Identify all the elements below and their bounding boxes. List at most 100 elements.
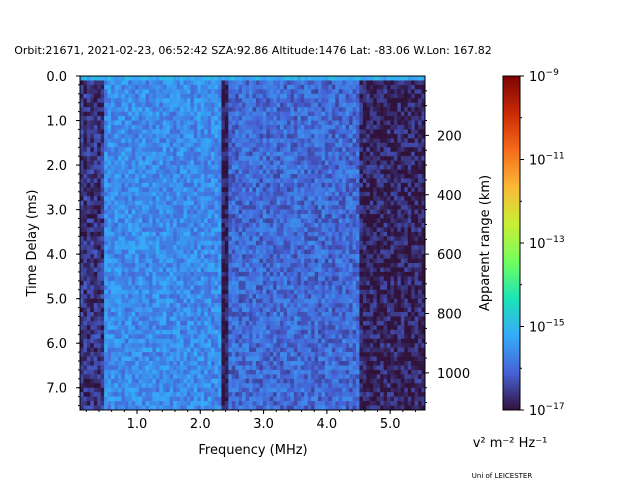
heatmap-cell <box>90 129 95 135</box>
heatmap-cell <box>121 173 126 179</box>
heatmap-cell <box>159 298 164 304</box>
heatmap-cell <box>242 231 246 237</box>
heatmap-cell <box>80 178 84 184</box>
heatmap-cell <box>162 205 167 210</box>
heatmap-cell <box>235 200 239 206</box>
heatmap-cell <box>166 263 170 268</box>
heatmap-cell <box>128 361 133 366</box>
heatmap-cell <box>242 271 246 277</box>
heatmap-cell <box>245 298 250 304</box>
heatmap-cell <box>218 249 222 255</box>
heatmap-cell <box>186 378 191 384</box>
heatmap-cell <box>228 254 233 259</box>
heatmap-cell <box>131 76 136 81</box>
heatmap-cell <box>224 325 229 331</box>
heatmap-cell <box>218 347 222 353</box>
heatmap-cell <box>93 107 98 112</box>
heatmap-cell <box>231 254 236 259</box>
heatmap-cell <box>211 147 215 152</box>
heatmap-cell <box>193 303 198 308</box>
heatmap-cell <box>180 289 184 295</box>
heatmap-cell <box>290 338 295 344</box>
heatmap-cell <box>197 200 202 206</box>
heatmap-cell <box>117 258 122 264</box>
heatmap-cell <box>145 107 150 112</box>
heatmap-cell <box>155 325 160 331</box>
heatmap-cell <box>176 182 181 188</box>
heatmap-cell <box>159 280 164 286</box>
heatmap-cell <box>283 378 288 384</box>
heatmap-cell <box>80 356 84 362</box>
heatmap-cell <box>259 142 264 148</box>
heatmap-cell <box>245 169 250 175</box>
heatmap-cell <box>173 107 177 112</box>
heatmap-cell <box>207 138 212 144</box>
heatmap-cell <box>190 352 195 357</box>
heatmap-cell <box>128 405 133 411</box>
heatmap-cell <box>166 365 170 371</box>
heatmap-cell <box>231 320 236 326</box>
heatmap-cell <box>207 401 212 406</box>
heatmap-cell <box>204 325 208 331</box>
heatmap-cell <box>204 356 208 362</box>
heatmap-cell <box>138 129 143 135</box>
heatmap-cell <box>204 102 208 108</box>
heatmap-cell <box>111 280 115 286</box>
heatmap-cell <box>255 80 260 86</box>
heatmap-cell <box>107 129 112 135</box>
heatmap-cell <box>183 263 188 268</box>
heatmap-cell <box>128 271 133 277</box>
heatmap-cell <box>169 129 174 135</box>
heatmap-cell <box>138 356 143 362</box>
heatmap-cell <box>169 365 174 371</box>
heatmap-cell <box>162 338 167 344</box>
heatmap-cell <box>145 356 150 362</box>
heatmap-cell <box>276 303 281 308</box>
heatmap-cell <box>138 267 143 273</box>
heatmap-cell <box>117 147 122 152</box>
heatmap-cell <box>200 147 205 152</box>
heatmap-cell <box>231 369 236 375</box>
heatmap-cell <box>186 178 191 184</box>
heatmap-cell <box>259 151 264 157</box>
heatmap-cell <box>107 84 112 90</box>
heatmap-cell <box>231 249 236 255</box>
heatmap-cell <box>90 120 95 126</box>
heatmap-cell <box>128 191 133 197</box>
heatmap-cell <box>190 369 195 375</box>
heatmap-cell <box>283 89 288 95</box>
heatmap-cell <box>290 84 295 90</box>
heatmap-cell <box>252 165 257 170</box>
heatmap-cell <box>190 320 195 326</box>
heatmap-cell <box>259 240 264 246</box>
heatmap-cell <box>173 124 177 130</box>
heatmap-cell <box>307 254 312 259</box>
heatmap-cell <box>111 343 115 348</box>
heatmap-cell <box>162 98 167 104</box>
heatmap-cell <box>107 102 112 108</box>
heatmap-cell <box>114 200 119 206</box>
heatmap-cell <box>155 160 160 166</box>
heatmap-cell <box>231 151 236 157</box>
heatmap-cell <box>93 258 98 264</box>
heatmap-cell <box>90 343 95 348</box>
heatmap-cell <box>114 329 119 335</box>
heatmap-cell <box>214 222 219 228</box>
heatmap-cell <box>273 151 277 157</box>
heatmap-cell <box>304 258 308 264</box>
heatmap-cell <box>245 352 250 357</box>
heatmap-cell <box>193 107 198 112</box>
heatmap-cell <box>273 147 277 152</box>
heatmap-cell <box>214 374 219 380</box>
heatmap-cell <box>290 392 295 397</box>
heatmap-cell <box>200 334 205 340</box>
heatmap-cell <box>200 200 205 206</box>
heatmap-cell <box>211 196 215 201</box>
heatmap-cell <box>90 80 95 86</box>
heatmap-cell <box>287 209 291 215</box>
heatmap-cell <box>131 401 136 406</box>
heatmap-cell <box>204 160 208 166</box>
heatmap-cell <box>86 361 91 366</box>
heatmap-cell <box>200 383 205 389</box>
heatmap-cell <box>276 120 281 126</box>
